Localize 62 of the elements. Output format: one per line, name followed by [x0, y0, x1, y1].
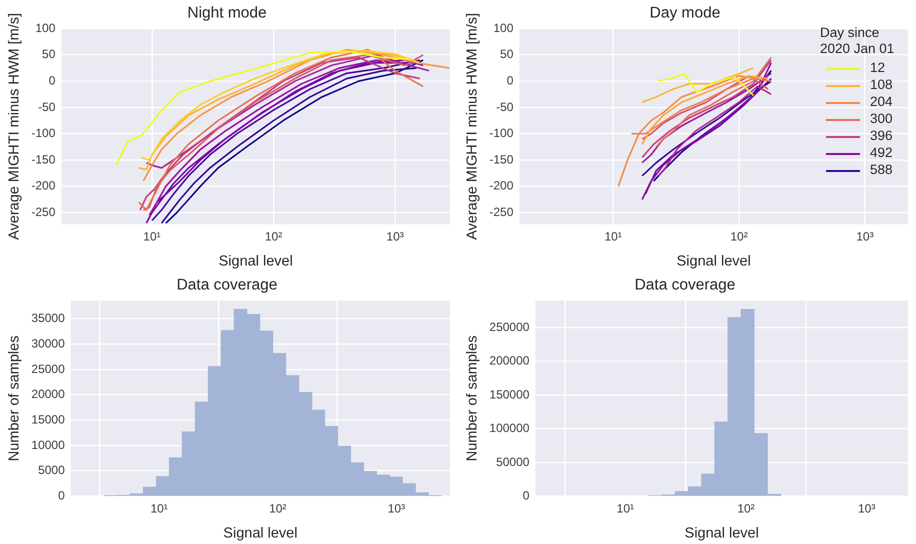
y-tick-label: 0	[522, 488, 530, 503]
y-axis-title: Number of samples	[464, 336, 481, 462]
y-tick-label: 100	[493, 20, 514, 35]
y-tick-label: 15000	[31, 412, 66, 426]
legend-label: 12	[870, 60, 886, 78]
y-tick-label: 35000	[31, 311, 66, 326]
chart-title: Night mode	[187, 4, 267, 22]
y-tick-label: -150	[31, 152, 56, 166]
y-tick-label: 0	[506, 73, 514, 88]
y-tick-label: 150000	[489, 387, 530, 402]
y-axis-title: Average MIGHTI minus HWM [m/s]	[464, 12, 481, 240]
x-axis-title: Signal level	[684, 525, 759, 542]
x-tick-label: 10¹	[604, 230, 622, 244]
y-tick-label: 30000	[31, 336, 66, 350]
x-tick-label: 10¹	[616, 502, 634, 516]
y-tick-label: -50	[496, 100, 514, 114]
x-axis-title: Signal level	[218, 253, 293, 270]
y-tick-label: 5000	[38, 463, 66, 478]
x-tick-label: 10²	[264, 230, 282, 244]
y-tick-label: -250	[31, 204, 56, 219]
y-tick-label: -200	[31, 178, 56, 193]
y-axis-title: Number of samples	[6, 336, 23, 462]
x-tick-label: 10²	[737, 502, 755, 516]
y-tick-label: -50	[38, 100, 56, 114]
y-tick-label: -100	[31, 126, 56, 140]
y-tick-label: 50000	[496, 454, 530, 469]
legend-label: 204	[870, 94, 893, 112]
y-tick-label: 0	[58, 488, 66, 503]
legend-label: 588	[870, 162, 893, 180]
legend-label: 492	[870, 145, 893, 162]
y-tick-label: 10000	[31, 438, 66, 452]
y-tick-label: -100	[489, 126, 514, 140]
y-tick-label: 50	[42, 47, 56, 62]
x-tick-label: 10³	[858, 502, 876, 516]
legend-label: 300	[870, 111, 893, 128]
legend-title: Day since 2020 Jan 01	[820, 24, 896, 58]
x-tick-label: 10³	[856, 230, 874, 244]
chart-title: Day mode	[650, 4, 720, 22]
chart-title: Data coverage	[176, 276, 278, 294]
y-tick-label: 25000	[31, 362, 66, 376]
y-tick-label: 250000	[489, 320, 530, 334]
legend-label: 108	[870, 77, 893, 94]
y-tick-label: 100000	[489, 421, 530, 436]
y-tick-label: 20000	[31, 387, 66, 402]
x-tick-label: 10³	[388, 502, 406, 516]
y-tick-label: -200	[489, 178, 514, 193]
x-tick-label: 10²	[730, 230, 748, 244]
x-tick-label: 10²	[269, 502, 286, 516]
y-axis-title: Average MIGHTI minus HWM [m/s]	[6, 12, 23, 240]
y-tick-label: 100	[35, 20, 56, 35]
y-tick-label: -150	[489, 152, 514, 166]
x-axis-title: Signal level	[223, 525, 298, 542]
x-axis-title: Signal level	[676, 253, 751, 270]
x-tick-label: 10³	[386, 230, 404, 244]
y-tick-label: -250	[489, 204, 514, 219]
x-tick-label: 10¹	[143, 230, 161, 244]
y-tick-label: 0	[48, 73, 56, 88]
x-tick-label: 10¹	[150, 502, 168, 516]
y-tick-label: 50	[500, 47, 514, 62]
chart-title: Data coverage	[634, 276, 736, 294]
legend-label: 396	[870, 128, 893, 146]
y-tick-label: 200000	[489, 354, 530, 368]
